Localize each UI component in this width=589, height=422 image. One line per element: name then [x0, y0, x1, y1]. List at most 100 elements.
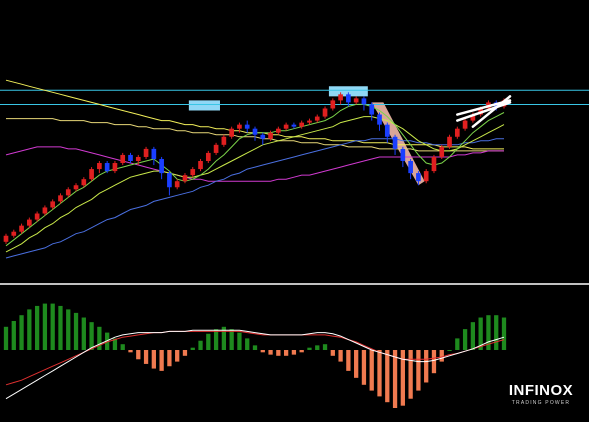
signal-line: [5, 330, 505, 386]
macd-histogram-bar: [89, 322, 94, 350]
macd-histogram-bar: [260, 350, 265, 353]
macd-histogram-bar: [283, 350, 289, 356]
macd-histogram-bar: [81, 317, 86, 350]
macd-histogram-bar: [361, 350, 367, 385]
brand-logo: INFINOX TRADING POWER: [501, 383, 581, 407]
candle-body: [198, 161, 203, 170]
candle-body: [159, 158, 164, 174]
candle-body: [346, 94, 351, 103]
candle-body: [400, 148, 406, 161]
candle-body: [244, 124, 250, 129]
candle-body: [229, 128, 234, 137]
macd-histogram-bar: [346, 350, 351, 371]
candle-body: [143, 148, 149, 157]
macd-histogram-bar: [315, 345, 320, 350]
candle-body: [338, 94, 343, 101]
macd-histogram-bar: [354, 350, 359, 378]
candle-body: [291, 124, 297, 127]
candle-body: [416, 173, 421, 182]
candle-body: [361, 98, 367, 105]
candle-body: [3, 235, 9, 242]
candle-body: [81, 179, 87, 186]
macd-histogram-bar: [385, 350, 390, 403]
macd-histogram-bar: [408, 350, 413, 399]
macd-histogram-bar: [322, 344, 328, 350]
candle-body: [190, 169, 196, 176]
macd-histogram-bar: [206, 333, 211, 350]
macd-histogram-bar: [447, 350, 452, 351]
macd-histogram-bar: [392, 350, 398, 408]
macd-histogram-bar: [470, 322, 476, 350]
candle-body: [65, 189, 71, 196]
macd-histogram-bar: [431, 350, 437, 374]
candle-body: [104, 163, 110, 172]
candle-body: [470, 114, 476, 121]
candle-body: [50, 201, 56, 208]
candle-body: [73, 185, 79, 190]
macd-histogram-bar: [252, 345, 258, 350]
brand-name: INFINOX: [508, 382, 574, 399]
candle-body: [454, 128, 460, 137]
candle-body: [167, 173, 172, 188]
macd-histogram-bar: [276, 350, 281, 356]
macd-histogram-bar: [245, 338, 250, 350]
macd-histogram-bar: [424, 350, 429, 383]
macd-histogram-bar: [3, 326, 9, 350]
macd-histogram-bar: [400, 350, 405, 406]
macd-histogram-bar: [73, 312, 79, 350]
candle-body: [431, 156, 437, 172]
macd-histogram-bar: [213, 329, 219, 350]
macd-histogram-bar: [120, 344, 125, 350]
resistance-zone: [328, 86, 368, 97]
candle-body: [314, 116, 320, 121]
candle-body: [58, 195, 63, 202]
macd-histogram-bar: [478, 317, 483, 350]
macd-histogram-bar: [27, 309, 32, 350]
macd-histogram-bar: [58, 305, 63, 350]
macd-histogram-bar: [34, 305, 40, 350]
candle-body: [322, 108, 328, 117]
candle-body: [384, 124, 390, 137]
macd-histogram-bar: [299, 350, 304, 353]
candle-body: [19, 225, 24, 232]
macd-histogram-bar: [221, 326, 227, 350]
macd-histogram-bar: [128, 350, 133, 353]
macd-histogram-bar: [291, 350, 297, 355]
macd-histogram-bar: [501, 317, 507, 350]
candle-body: [408, 161, 413, 174]
ma-blue-line: [5, 138, 504, 259]
candle-body: [42, 207, 48, 214]
trendline: [456, 101, 512, 122]
candle-body: [392, 136, 398, 149]
macd-histogram-bar: [19, 315, 24, 350]
candle-body: [182, 175, 188, 182]
candle-body: [205, 152, 211, 161]
macd-histogram-bar: [330, 350, 335, 356]
macd-histogram-bar: [229, 329, 234, 350]
candle-body: [252, 128, 258, 135]
macd-histogram-bar: [198, 340, 203, 350]
candle-body: [462, 120, 468, 129]
price-panel: [0, 79, 589, 259]
macd-histogram-bar: [455, 338, 460, 350]
macd-histogram-bar: [369, 350, 374, 391]
macd-histogram-bar: [151, 350, 156, 369]
macd-histogram-bar: [416, 350, 421, 391]
candle-body: [89, 169, 94, 180]
brand-tagline: TRADING POWER: [511, 400, 571, 406]
candle-body: [174, 181, 180, 188]
macd-histogram-bar: [462, 329, 468, 350]
macd-histogram-bar: [97, 326, 102, 350]
candle-body: [423, 171, 429, 182]
candle-body: [135, 156, 141, 161]
candle-body: [128, 154, 133, 161]
candle-body: [330, 100, 336, 109]
macd-histogram-bar: [377, 350, 382, 397]
macd-histogram-bar: [105, 332, 110, 350]
candle-body: [151, 148, 157, 159]
candle-body: [237, 124, 242, 129]
candle-body: [97, 163, 102, 170]
candle-body: [213, 144, 219, 153]
macd-histogram-bar: [338, 350, 343, 362]
candle-body: [283, 124, 289, 129]
